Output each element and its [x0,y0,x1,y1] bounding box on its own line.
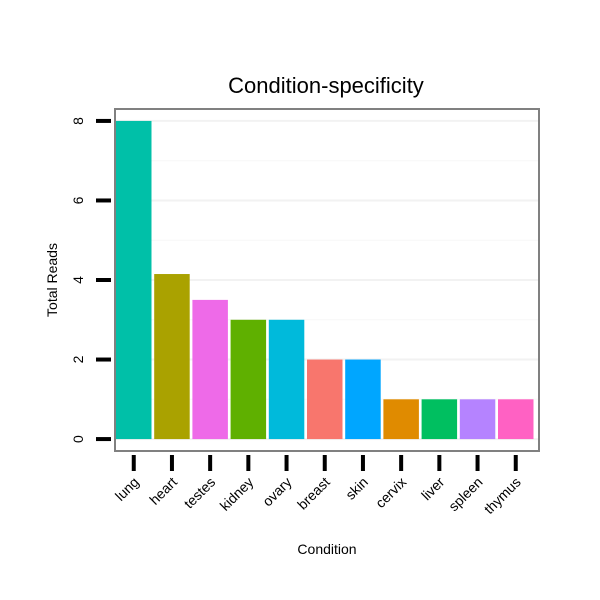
x-tick-label: heart [146,474,180,508]
bar-cervix [383,399,419,440]
plot-panel-border [114,108,540,452]
bar-thymus [498,399,534,440]
x-tick-label: breast [294,474,333,513]
bar-kidney [230,319,267,440]
bar-breast [307,359,343,440]
x-tick-label: testes [181,474,219,512]
x-tick-label: skin [342,474,371,503]
x-tick-label: thymus [481,474,524,517]
bar-liver [421,399,458,440]
bar-skin [345,359,381,440]
y-tick-label: 8 [70,117,86,125]
x-tick-label: kidney [217,474,257,514]
y-tick-label: 0 [70,435,86,443]
y-axis-title: Total Reads [44,243,60,317]
y-tick-label: 6 [70,196,86,204]
y-axis: 0 2 4 6 8 [70,117,111,443]
x-axis-title: Condition [297,541,356,557]
x-tick-label: liver [418,474,448,504]
bar-heart [154,274,190,440]
x-tick-label: ovary [259,474,295,510]
bar-testes [192,299,228,440]
bar-ovary [268,319,305,440]
x-tick-label: spleen [445,474,485,514]
chart-title: Condition-specificity [228,73,424,98]
bar-spleen [459,399,496,440]
y-tick-label: 2 [70,355,86,363]
x-tick-label: lung [112,474,142,504]
x-tick-label: cervix [372,474,409,511]
bars [116,120,534,440]
y-tick-label: 4 [70,276,86,284]
bar-lung [116,120,152,440]
